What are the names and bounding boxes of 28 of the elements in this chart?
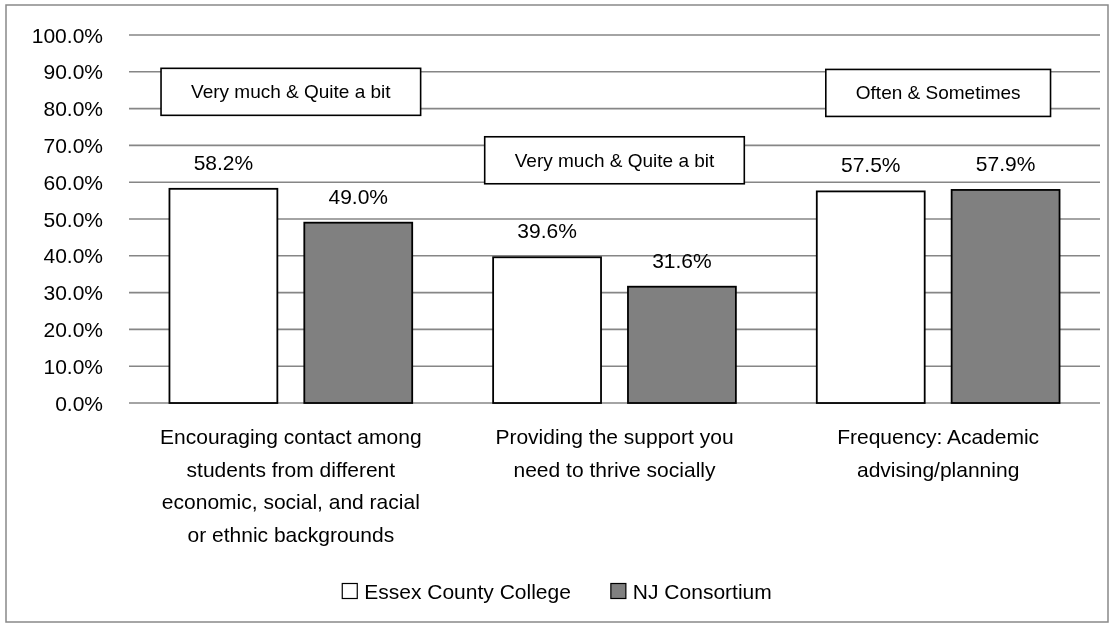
data-label: 58.2% [193,150,254,174]
x-tick-label: Providing the support you need to thrive socially [495,425,734,481]
legend-label: NJ Consortium [632,579,772,603]
y-tick-label: 60.0% [43,170,103,194]
y-tick-label: 40.0% [43,244,103,268]
annotation: Often & Sometimes [855,82,1021,104]
data-label: 57.5% [840,153,901,177]
y-tick-label: 0.0% [55,391,103,415]
y-tick-label: 100.0% [31,23,103,47]
bar [492,256,602,404]
y-tick-label: 20.0% [43,317,103,341]
y-tick-label: 90.0% [43,60,103,84]
data-label: 31.6% [652,248,712,272]
y-tick-label: 30.0% [43,281,103,305]
y-tick-label: 70.0% [43,133,103,157]
x-tick-label: Frequency: Academic advising/planning [837,425,1040,481]
data-label: 49.0% [328,184,389,208]
y-tick-label: 50.0% [43,207,103,231]
x-tick-label: Encouraging contact among students from different economic, social, and racial or ethnic backgrounds [160,425,422,546]
legend-label: Essex County College [364,579,571,603]
y-tick-label: 80.0% [43,97,103,121]
annotation: Very much & Quite a bit [514,149,716,171]
data-label: 57.9% [975,151,1036,175]
bar [815,190,926,404]
annotation: Very much & Quite a bit [191,81,392,103]
bar [168,187,279,404]
data-label: 39.6% [517,219,577,243]
y-tick-label: 10.0% [43,354,103,378]
